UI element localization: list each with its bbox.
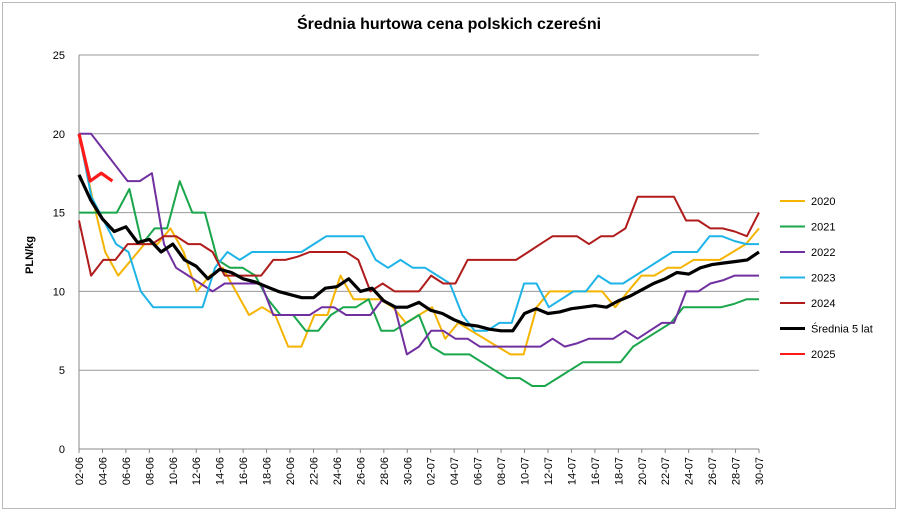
y-tick-label: 15 bbox=[53, 208, 65, 220]
legend-label: 2022 bbox=[811, 247, 835, 259]
x-tick-label: 06-07 bbox=[473, 457, 485, 485]
x-tick-label: 06-06 bbox=[121, 457, 133, 485]
chart-title: Średnia hurtowa cena polskich czereśni bbox=[297, 14, 601, 33]
x-tick-label: 24-07 bbox=[684, 457, 696, 485]
x-tick-label: 20-06 bbox=[285, 457, 297, 485]
x-tick-label: 14-06 bbox=[215, 457, 227, 485]
x-tick-label: 12-07 bbox=[543, 457, 555, 485]
x-tick-label: 02-06 bbox=[74, 457, 86, 485]
x-tick-label: 18-06 bbox=[262, 457, 274, 485]
y-axis-ticks: 0 5 10 15 20 25 bbox=[53, 50, 65, 456]
x-tick-label: 22-07 bbox=[660, 457, 672, 485]
series-line-6 bbox=[77, 133, 114, 183]
x-tick-label: 04-07 bbox=[449, 457, 461, 485]
x-tick-label: 24-06 bbox=[332, 457, 344, 485]
y-tick-label: 5 bbox=[59, 365, 65, 377]
legend: 2020 2021 2022 2023 2024 Średnia 5 lat 2025 bbox=[780, 196, 873, 361]
y-tick-label: 25 bbox=[53, 50, 65, 62]
legend-label: 2020 bbox=[811, 196, 835, 208]
legend-label: 2025 bbox=[811, 349, 835, 361]
x-axis-ticks: 02-06 04-06 06-06 08-06 10-06 12-06 14-06 16-06… bbox=[74, 449, 766, 485]
y-axis-label: PLN/kg bbox=[24, 236, 36, 274]
series-line-4 bbox=[78, 195, 760, 293]
x-tick-label: 20-07 bbox=[637, 457, 649, 485]
series-line-1 bbox=[79, 180, 759, 387]
x-tick-label: 14-07 bbox=[566, 457, 578, 485]
x-tick-label: 18-07 bbox=[613, 457, 625, 485]
y-tick-label: 20 bbox=[53, 129, 65, 141]
x-tick-label: 16-06 bbox=[238, 457, 250, 485]
legend-label: Średnia 5 lat bbox=[811, 323, 873, 336]
legend-label: 2023 bbox=[811, 273, 835, 285]
x-tick-label: 26-06 bbox=[355, 457, 367, 485]
x-tick-label: 10-07 bbox=[520, 457, 532, 485]
x-tick-label: 28-07 bbox=[731, 457, 743, 485]
series-line-3 bbox=[78, 133, 759, 332]
x-tick-label: 10-06 bbox=[168, 457, 180, 485]
y-tick-label: 10 bbox=[53, 286, 65, 298]
x-tick-label: 28-06 bbox=[379, 457, 391, 485]
x-tick-label: 30-07 bbox=[754, 457, 766, 485]
x-tick-label: 08-07 bbox=[496, 457, 508, 485]
x-tick-label: 04-06 bbox=[97, 457, 109, 485]
gridlines bbox=[78, 54, 759, 450]
series-line-2 bbox=[79, 132, 759, 356]
y-tick-label: 0 bbox=[59, 444, 65, 456]
legend-label: 2021 bbox=[811, 222, 835, 234]
x-tick-label: 22-06 bbox=[308, 457, 320, 485]
x-tick-label: 26-07 bbox=[707, 457, 719, 485]
series-line-5 bbox=[77, 174, 760, 333]
line-chart: Średnia hurtowa cena polskich czereśni P… bbox=[24, 14, 873, 485]
x-tick-label: 02-07 bbox=[426, 457, 438, 485]
series-lines bbox=[77, 132, 760, 387]
x-tick-label: 16-07 bbox=[590, 457, 602, 485]
series-line-0 bbox=[78, 133, 760, 356]
x-tick-label: 12-06 bbox=[191, 457, 203, 485]
legend-label: 2024 bbox=[811, 298, 835, 310]
x-tick-label: 08-06 bbox=[144, 457, 156, 485]
x-tick-label: 30-06 bbox=[402, 457, 414, 485]
